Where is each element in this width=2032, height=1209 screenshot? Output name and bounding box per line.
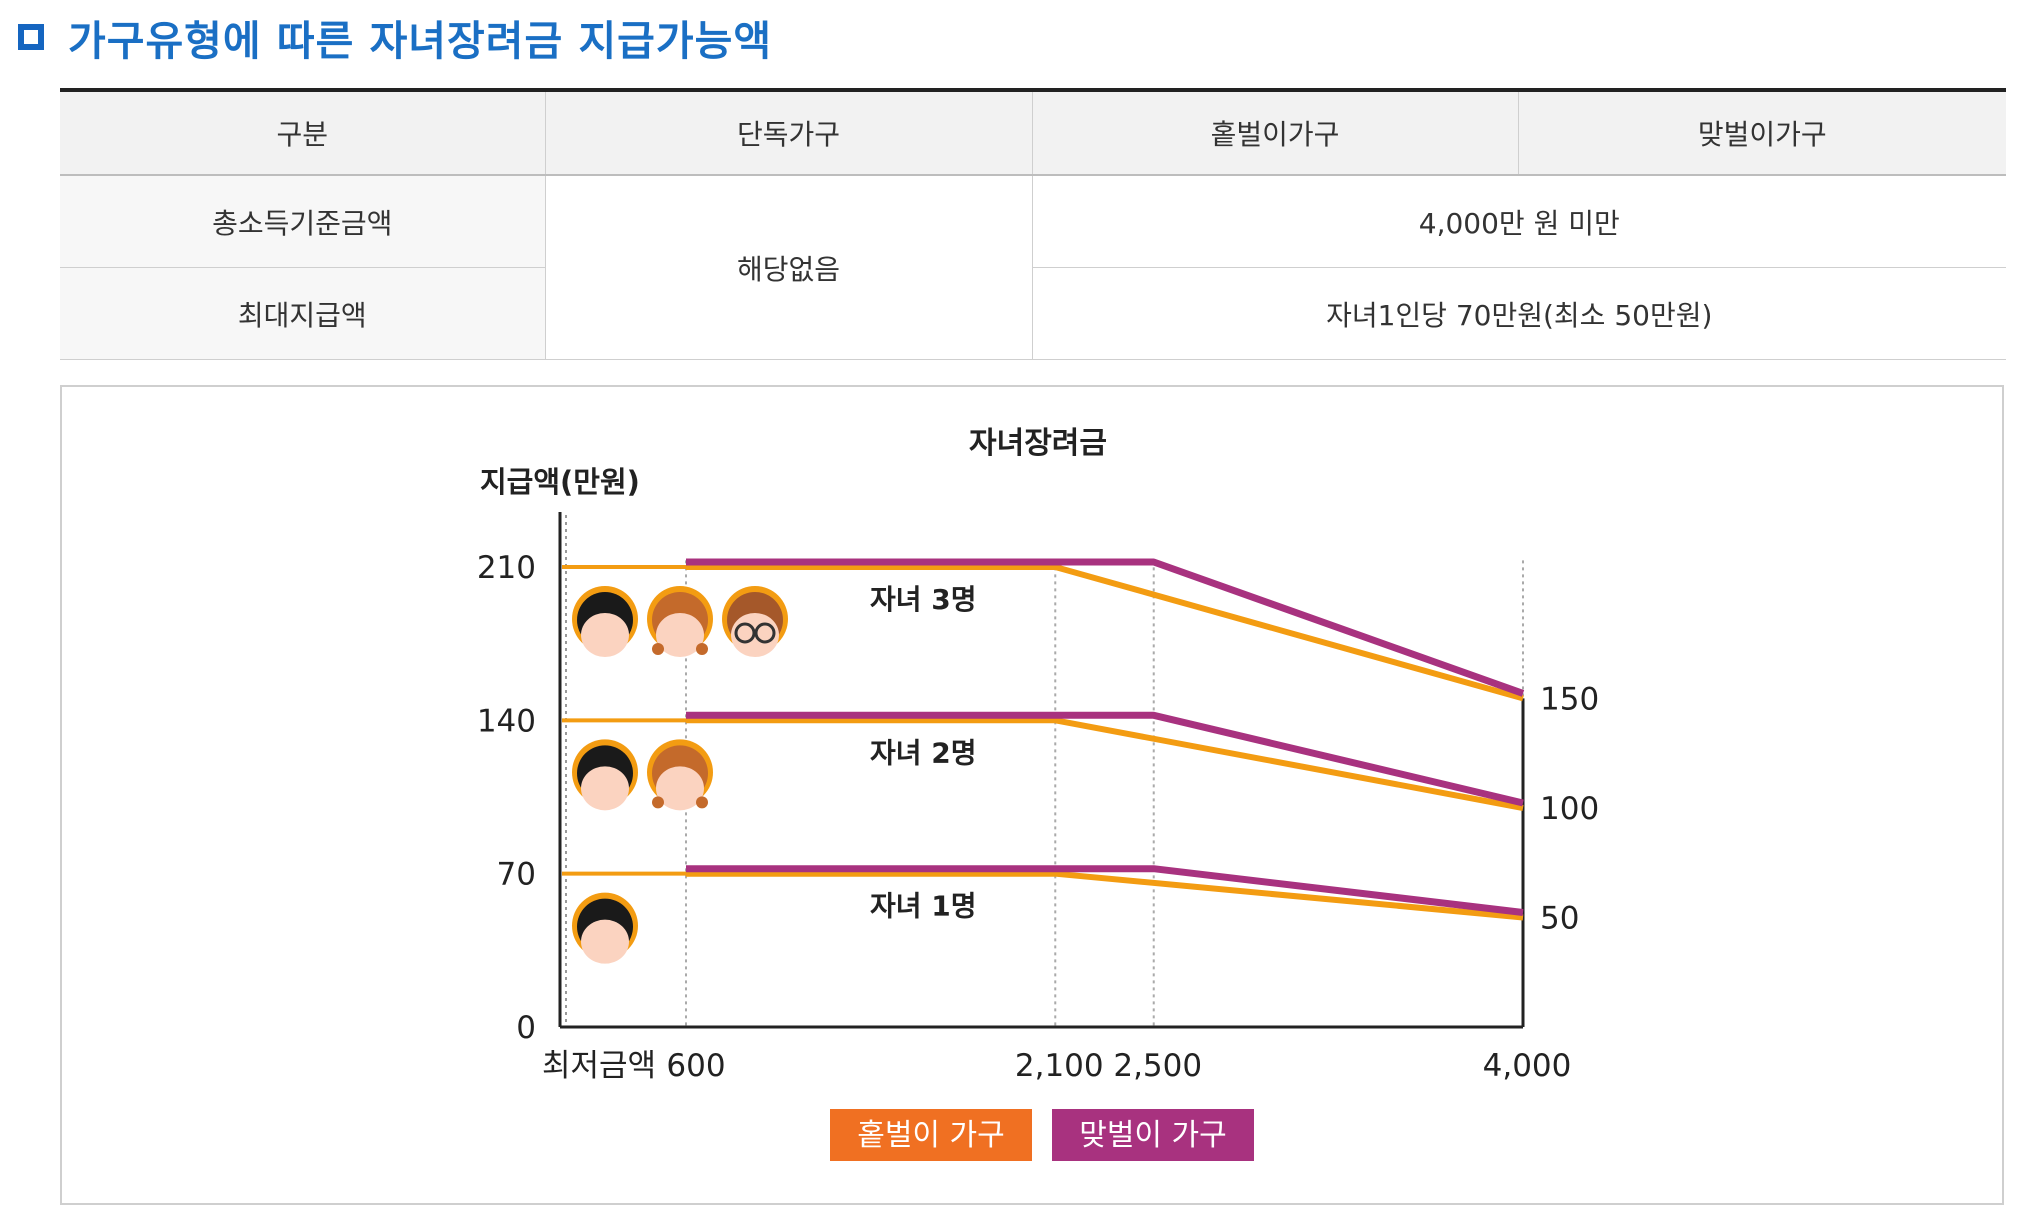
glasses-child-icon [722,586,788,657]
header-dual-earner: 맞벌이가구 [1517,90,2006,176]
square-bullet-icon [18,24,44,50]
heading-title: 가구유형에 따른 자녀장려금 지급가능액 [68,17,773,65]
dual-earner-line-3 [686,711,1524,807]
chart-title: 자녀장려금 [969,426,1107,461]
boy-face-icon [572,586,638,657]
legend-label-0: 홑벌이 가구 [857,1118,1005,1153]
legend-label-1: 맞벌이 가구 [1079,1118,1227,1153]
girl-face-icon [647,739,713,811]
x-tick-label-3: 4,000 [1483,1048,1572,1084]
single-value: 해당없음 [544,175,1032,360]
boy-face-icon [572,892,638,964]
income-value: 4,000만 원 미만 [1031,175,2006,268]
header-single: 단독가구 [544,90,1032,176]
dual-earner-line-1 [686,558,1525,697]
table-row: 최대지급액 자녀1인당 70만원(최소 50만원) [60,267,2006,360]
table-header-row: 구분 단독가구 홑벌이가구 맞벌이가구 [60,90,2006,176]
x-tick-label-2: 2,500 [1113,1048,1202,1084]
legend-swatch-1 [1052,1109,1254,1161]
x-tick-label-0: 600 [666,1048,725,1084]
y-tick-label-1: 70 [497,857,536,893]
x-min-label: 최저금액 [542,1048,656,1084]
y-tick-label-2: 140 [477,703,536,739]
single-earner-line-0 [686,564,1524,702]
end-value-label-2: 50 [1540,900,1579,936]
group-label-1: 자녀 2명 [870,736,977,769]
dual-earner-line-5 [686,865,1524,916]
group-label-0: 자녀 3명 [870,583,977,616]
single-earner-line-4 [686,870,1524,921]
boy-face-icon [572,739,638,811]
end-value-label-1: 100 [1540,791,1599,827]
row-label-max: 최대지급액 [60,267,545,360]
header-category: 구분 [60,90,545,176]
legend-swatch-0 [830,1109,1032,1161]
y-axis-label: 지급액(만원) [480,465,640,499]
row-label-income: 총소득기준금액 [60,175,545,268]
eligibility-table: 구분 단독가구 홑벌이가구 맞벌이가구 총소득기준금액 해당없음 4,000만 … [60,88,2006,360]
x-tick-label-1: 2,100 [1015,1048,1104,1084]
girl-face-icon [647,586,713,657]
header-single-earner: 홑벌이가구 [1031,90,1518,176]
table-row: 총소득기준금액 해당없음 4,000만 원 미만 [60,175,2006,360]
y-tick-label-0: 0 [516,1010,536,1046]
section-heading: 가구유형에 따른 자녀장려금 지급가능액 [18,6,772,68]
y-tick-label-3: 210 [477,550,536,586]
end-value-label-0: 150 [1540,681,1599,717]
group-label-2: 자녀 1명 [870,890,977,923]
single-earner-line-2 [686,717,1524,811]
max-value: 자녀1인당 70만원(최소 50만원) [1031,267,2006,360]
